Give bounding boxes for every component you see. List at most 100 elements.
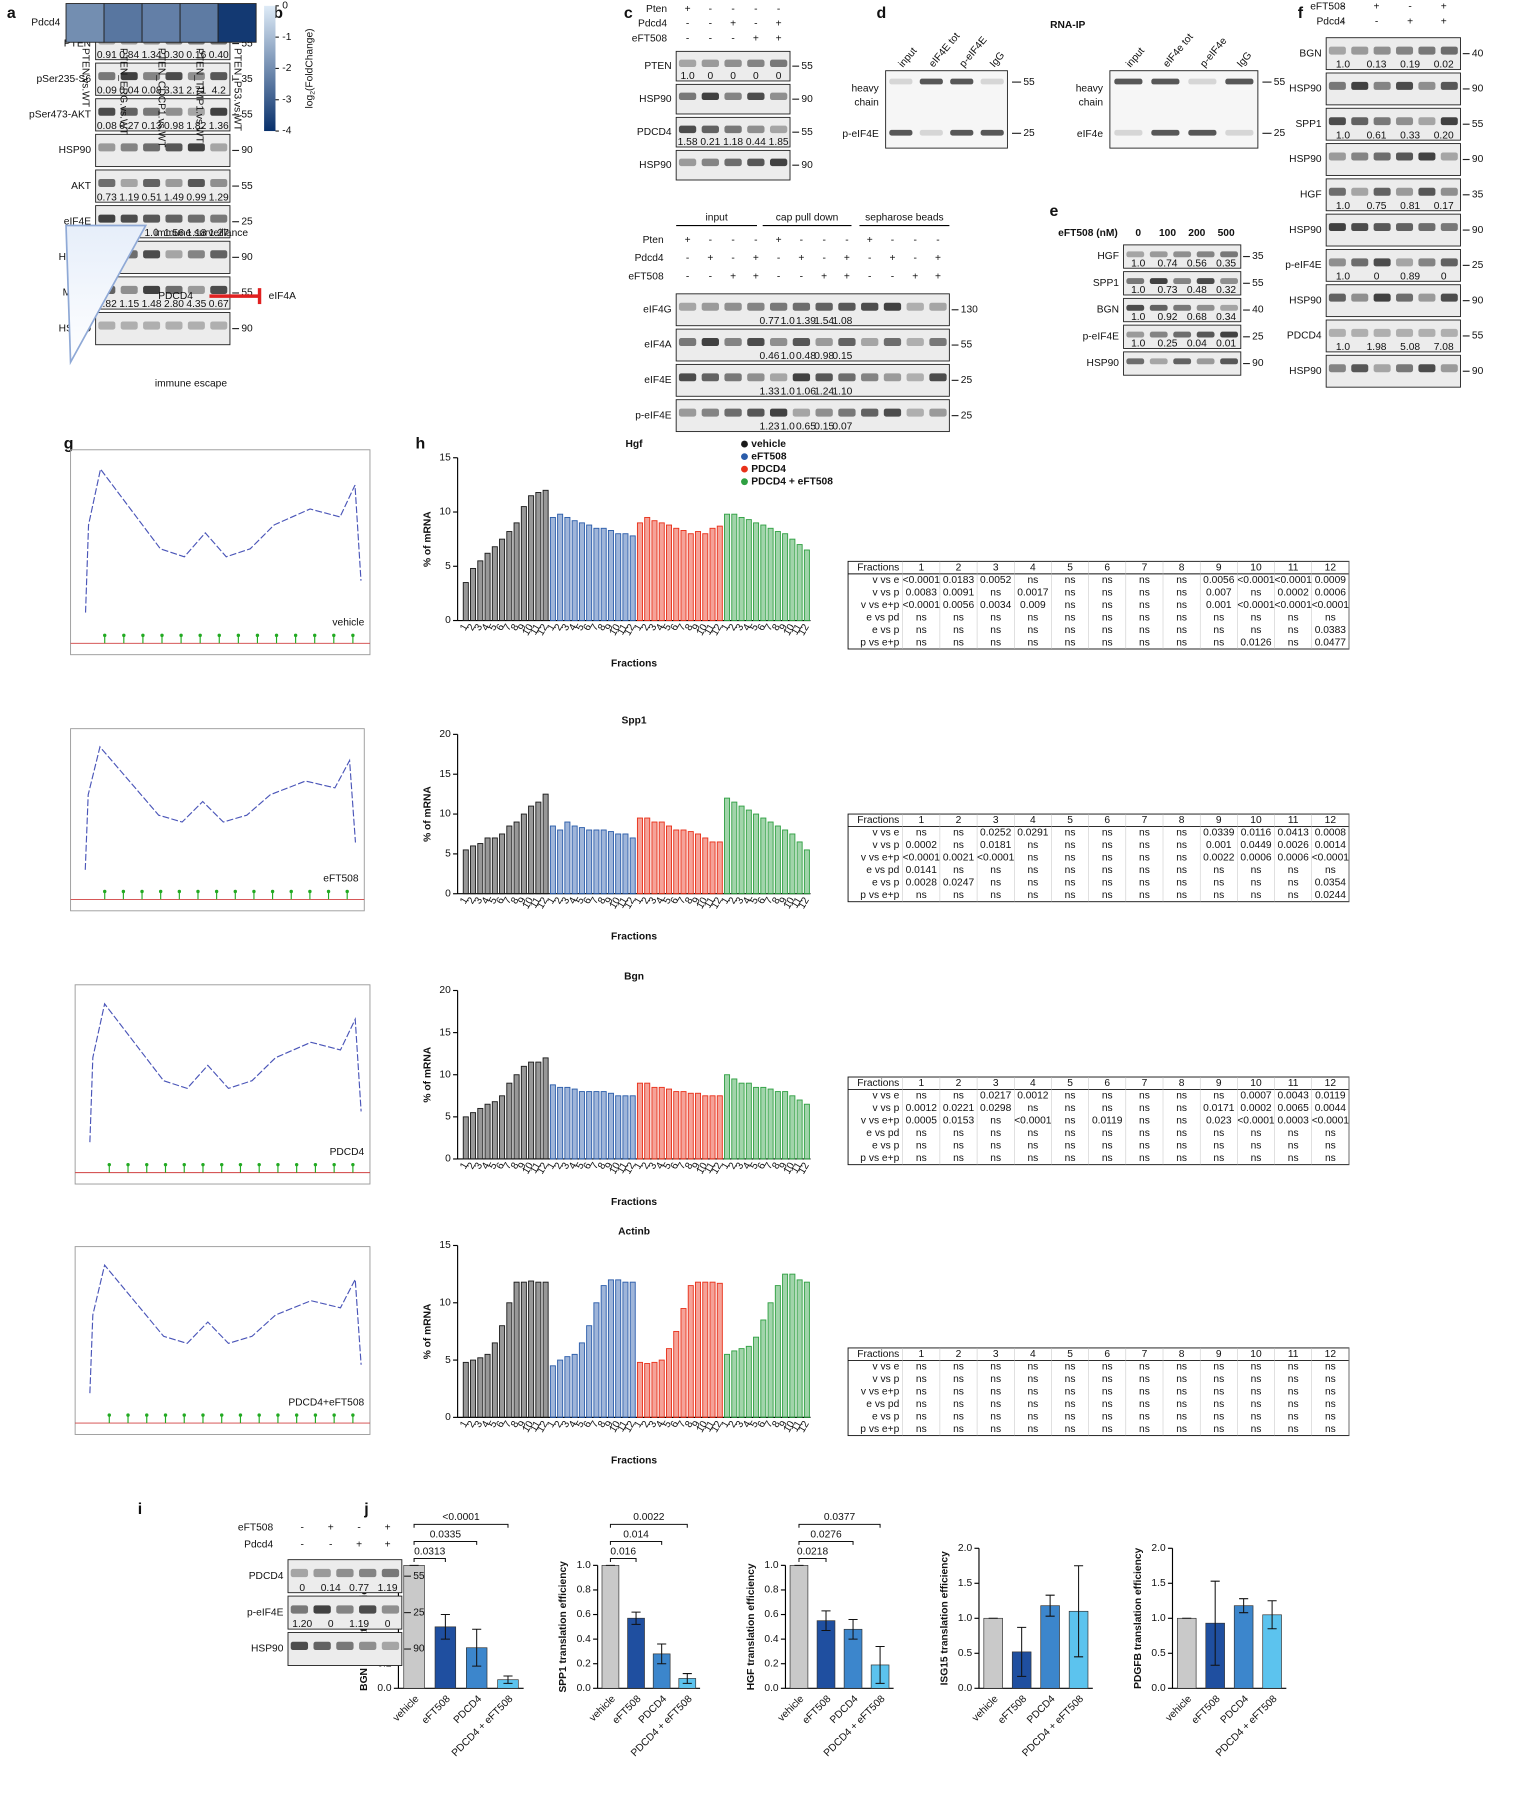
table-cell: ns [990,1128,1001,1139]
table-cell: 2 [956,815,962,826]
wedge [65,224,148,366]
band [1440,364,1458,373]
condition-sign: - [1375,16,1378,27]
quant: 4.2 [212,85,227,96]
band [210,285,228,294]
table-cell: ns [1102,890,1113,901]
x-tick-label: 3 [473,895,486,906]
x-tick-label: 1 [545,1419,558,1430]
quant: 1.48 [142,299,162,310]
bar [622,1095,629,1160]
band [313,1568,331,1578]
colorbar-tick-label: -1 [282,32,291,43]
band [1373,328,1391,337]
band [929,338,947,347]
blot-strip [1325,107,1461,141]
table-cell: ns [1027,625,1038,636]
table-cell: ns [1027,637,1038,648]
quant: 0.40 [209,50,229,61]
table-cell: 11 [1288,815,1299,826]
y-tick-label: 0.4 [577,1634,592,1645]
blot-label: HSP90 [1289,225,1322,236]
dose: 200 [1188,228,1205,239]
bar [695,833,702,895]
bar [615,1095,622,1160]
x-tick-label: 12 [622,895,637,911]
table-cell: v vs e+p [861,1116,900,1127]
x-tick-label: 2 [466,895,479,906]
x-tick-label: 4 [654,1419,667,1430]
band [187,143,205,152]
x-tick-label: 9 [778,622,791,633]
table-cell: <0.0001 [1237,600,1275,611]
table-cell: 0.0006 [1278,853,1310,864]
y-tick-label: 10 [439,1297,451,1308]
colorbar-tick-label: -4 [282,126,291,137]
legend-marker [741,465,748,473]
band [381,1641,400,1651]
bar [520,1065,527,1160]
band [724,373,742,382]
band [187,250,205,259]
condition-sign: + [821,271,827,282]
band [792,373,811,382]
band [1126,331,1145,338]
y-tick-label: 1.0 [577,1560,592,1571]
blot-strip [1325,213,1461,247]
quant: 0.17 [1434,201,1454,212]
table-cell: ns [1027,853,1038,864]
bar [724,1074,731,1160]
quant: 0.81 [1400,201,1420,212]
y-tick-label: 20 [439,729,451,740]
quant: 0.98 [814,351,834,362]
table-cell: ns [1176,865,1187,876]
condition-label: Pten [646,4,667,15]
table-cell: v vs p [873,1103,900,1114]
y-tick-label: 2.0 [1151,1543,1166,1554]
band [678,158,697,167]
x-tick-label: 9 [691,895,704,906]
table-cell: ns [1288,625,1299,636]
quant: 0.34 [1216,312,1236,323]
blot-label: pSer473-AKT [29,110,92,121]
bar [557,1359,564,1418]
table-cell: 0.0043 [1278,1090,1310,1101]
table-cell: ns [1213,612,1224,623]
table-cell: v vs e+p [861,600,900,611]
table-cell: ns [1027,1361,1038,1372]
quant: 0 [776,71,782,82]
bar [622,533,629,621]
bar [803,1281,810,1418]
table-cell: ns [953,1361,964,1372]
y-tick-label: 5 [445,1112,451,1123]
band [165,214,183,223]
table-cell: <0.0001 [1312,600,1350,611]
colorbar [264,5,276,132]
band [210,214,228,223]
x-tick-label: 9 [691,1161,704,1172]
band [1220,304,1238,311]
bar [462,849,469,895]
condition-label: eFT508 [238,1523,274,1534]
band [929,302,947,311]
table-cell: ns [1251,1424,1262,1435]
mw-label: 90 [1252,358,1264,369]
blot-label: BGN [1299,48,1321,59]
legend-label: PDCD4 [751,464,786,475]
panel-letter: g [64,435,74,452]
blot-label: PDCD4 [637,127,672,138]
bar [607,831,614,895]
profile-label: vehicle [332,618,364,629]
table-cell: v vs e [873,575,900,586]
band [769,302,788,311]
blot-label: heavy [851,84,879,95]
table-cell: ns [1102,1153,1113,1164]
x-tick-label: 6 [582,622,595,633]
x-tick-label: 2 [553,1161,566,1172]
band [861,302,879,311]
table-cell: ns [916,1412,927,1423]
quant: 1.0 [1336,271,1351,282]
fraction-dot [140,889,144,894]
band [747,158,765,167]
x-tick-label: 8 [509,1161,522,1172]
